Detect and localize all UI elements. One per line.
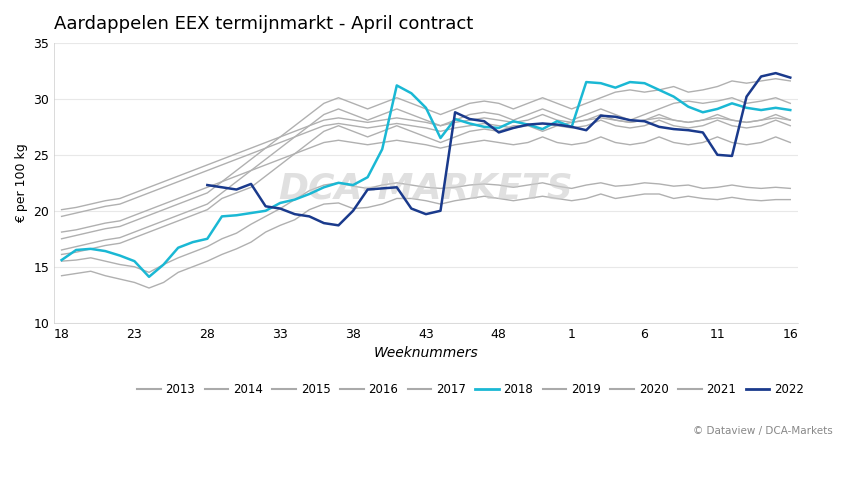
Text: DCA-MARKETS: DCA-MARKETS	[279, 172, 573, 205]
X-axis label: Weeknummers: Weeknummers	[373, 346, 478, 360]
Y-axis label: € per 100 kg: € per 100 kg	[15, 143, 28, 223]
Legend: 2013, 2014, 2015, 2016, 2017, 2018, 2019, 2020, 2021, 2022: 2013, 2014, 2015, 2016, 2017, 2018, 2019…	[132, 378, 808, 401]
Text: Aardappelen EEX termijnmarkt - April contract: Aardappelen EEX termijnmarkt - April con…	[54, 15, 474, 33]
Text: © Dataview / DCA-Markets: © Dataview / DCA-Markets	[692, 427, 832, 436]
